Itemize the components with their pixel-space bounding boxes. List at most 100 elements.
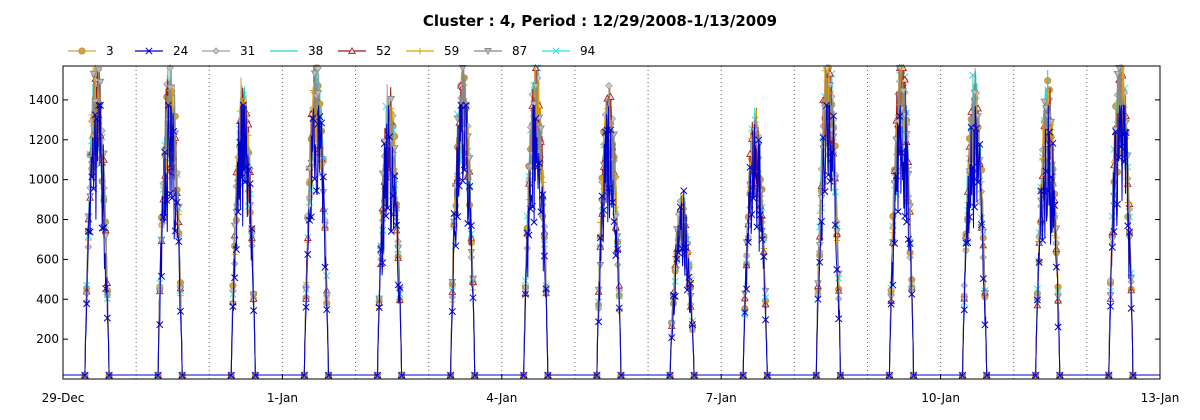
data-point-24 — [760, 252, 768, 261]
data-point-87 — [463, 133, 472, 141]
data-point-24 — [300, 371, 308, 380]
data-point-24 — [237, 174, 246, 182]
data-point-24 — [90, 185, 98, 193]
legend-item-24: 24 — [135, 44, 188, 58]
data-point-24 — [459, 177, 467, 185]
data-point-24 — [447, 371, 455, 380]
data-point-24 — [307, 213, 315, 221]
data-point-24 — [467, 221, 475, 230]
data-point-24 — [1047, 173, 1055, 181]
data-point-87 — [537, 125, 545, 133]
data-point-87 — [817, 194, 826, 202]
data-point-24 — [316, 113, 324, 121]
data-point-87 — [448, 278, 457, 286]
data-point-24 — [83, 300, 91, 308]
legend-marker-24 — [145, 47, 153, 55]
data-point-24 — [901, 212, 909, 220]
data-point-24 — [520, 371, 528, 380]
data-point-24 — [974, 178, 982, 186]
data-point-87 — [815, 242, 824, 250]
legend-label-24: 24 — [173, 44, 188, 58]
data-point-87 — [831, 175, 840, 183]
x-tick-label: 10-Jan — [921, 391, 960, 405]
data-point-59 — [833, 237, 841, 244]
data-point-87 — [899, 88, 908, 96]
data-point-87 — [166, 84, 175, 92]
data-point-24 — [814, 295, 822, 303]
data-point-24 — [1035, 258, 1043, 267]
data-point-24 — [532, 115, 540, 123]
data-point-87 — [458, 65, 467, 73]
data-point-24 — [828, 148, 836, 156]
data-point-24 — [96, 101, 105, 109]
legend-item-31: 31 — [202, 44, 255, 58]
data-point-24 — [457, 101, 465, 109]
data-point-24 — [455, 182, 463, 190]
data-point-24 — [159, 213, 167, 221]
data-point-24 — [248, 225, 256, 233]
data-point-24 — [1112, 128, 1120, 136]
data-point-24 — [744, 238, 752, 246]
legend-label-94: 94 — [580, 44, 595, 58]
data-point-24 — [1117, 143, 1125, 151]
data-point-24 — [241, 178, 249, 186]
data-point-24 — [1122, 128, 1130, 137]
data-point-24 — [250, 307, 258, 315]
series-24 — [63, 101, 1160, 380]
data-point-24 — [100, 224, 108, 232]
data-point-87 — [100, 150, 108, 158]
data-point-24 — [392, 221, 400, 229]
data-point-24 — [232, 246, 240, 254]
data-point-59 — [537, 172, 545, 179]
data-point-24 — [166, 190, 174, 198]
legend-item-3: 3 — [68, 44, 114, 58]
data-point-24 — [743, 285, 751, 293]
data-point-24 — [88, 173, 96, 181]
data-point-24 — [1106, 302, 1115, 310]
data-point-24 — [1105, 371, 1113, 380]
data-point-24 — [753, 223, 761, 231]
data-point-24 — [86, 228, 94, 236]
data-point-24 — [687, 279, 695, 287]
data-point-24 — [899, 159, 907, 167]
data-point-24 — [161, 148, 169, 156]
data-point-24 — [817, 217, 825, 226]
data-point-87 — [91, 98, 100, 106]
data-point-24 — [448, 308, 456, 316]
data-point-24 — [234, 208, 242, 216]
data-point-24 — [98, 224, 106, 232]
plot-frame — [62, 65, 1161, 380]
data-point-24 — [617, 371, 625, 380]
data-point-24 — [758, 235, 766, 244]
data-point-24 — [680, 187, 688, 195]
data-point-24 — [312, 187, 320, 195]
data-point-24 — [168, 194, 176, 202]
legend-label-59: 59 — [444, 44, 459, 58]
data-point-24 — [887, 300, 895, 308]
data-point-24 — [823, 101, 831, 109]
data-point-24 — [673, 255, 681, 263]
data-point-24 — [539, 191, 547, 199]
data-point-24 — [690, 371, 698, 380]
data-point-24 — [983, 371, 991, 380]
legend-label-38: 38 — [308, 44, 323, 58]
data-point-24 — [1056, 371, 1064, 380]
data-point-24 — [396, 283, 404, 292]
data-point-24 — [896, 112, 904, 120]
data-point-24 — [102, 285, 110, 293]
data-point-87 — [1113, 70, 1122, 78]
data-point-24 — [398, 371, 406, 380]
data-point-59 — [172, 172, 179, 179]
data-point-24 — [1120, 158, 1128, 166]
data-point-24 — [831, 221, 839, 229]
data-point-24 — [812, 371, 820, 380]
data-point-59 — [978, 178, 985, 185]
data-point-24 — [389, 192, 397, 200]
data-point-24 — [610, 218, 618, 226]
data-point-24 — [829, 112, 838, 120]
data-point-24 — [373, 371, 382, 380]
data-point-87 — [761, 287, 770, 295]
data-point-24 — [614, 245, 622, 254]
data-point-87 — [895, 65, 904, 73]
data-point-87 — [394, 244, 403, 252]
